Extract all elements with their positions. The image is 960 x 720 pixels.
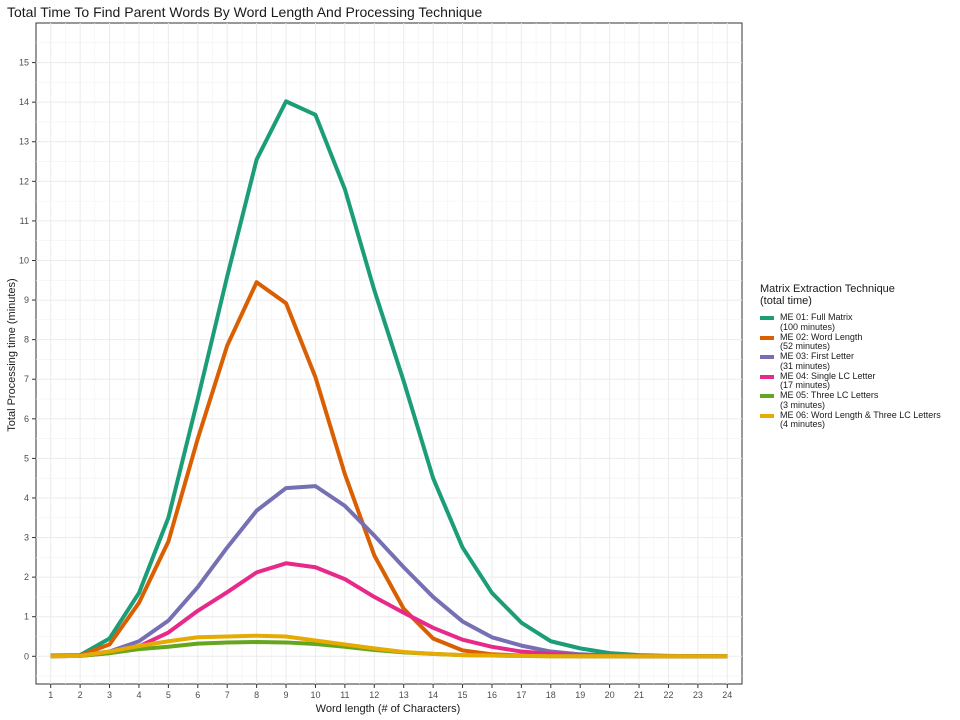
x-axis-label: Word length (# of Characters) bbox=[315, 703, 461, 715]
y-tick-label: 7 bbox=[24, 374, 29, 384]
y-tick-label: 2 bbox=[24, 572, 29, 582]
x-tick-label: 24 bbox=[722, 690, 732, 700]
y-tick-label: 9 bbox=[24, 295, 29, 305]
series-lines bbox=[50, 99, 728, 659]
x-tick-label: 10 bbox=[310, 690, 320, 700]
legend-label: ME 05: Three LC Letters (3 minutes) bbox=[780, 390, 879, 410]
x-tick-label: 18 bbox=[546, 690, 556, 700]
y-tick-label: 14 bbox=[19, 97, 29, 107]
legend-swatch bbox=[760, 374, 774, 379]
x-tick-label: 23 bbox=[693, 690, 703, 700]
y-tick-label: 15 bbox=[19, 58, 29, 68]
y-tick-label: 13 bbox=[19, 137, 29, 147]
legend-item: ME 01: Full Matrix (100 minutes) bbox=[760, 312, 958, 333]
y-axis-label: Total Processing time (minutes) bbox=[6, 278, 18, 432]
x-tick-label: 16 bbox=[487, 690, 497, 700]
series-line-1 bbox=[50, 99, 728, 659]
legend-item: ME 04: Single LC Letter (17 minutes) bbox=[760, 370, 958, 392]
series-line-6 bbox=[50, 633, 728, 659]
y-tick-label: 8 bbox=[24, 335, 29, 345]
legend-label: ME 02: Word Length (52 minutes) bbox=[780, 331, 863, 352]
y-tick-label: 6 bbox=[24, 414, 29, 424]
x-tick-label: 5 bbox=[166, 690, 171, 700]
legend-items: ME 01: Full Matrix (100 minutes) ME 02: W… bbox=[760, 312, 958, 431]
x-tick-label: 4 bbox=[136, 690, 141, 700]
x-tick-label: 6 bbox=[195, 690, 200, 700]
legend-item: ME 03: First Letter (31 minutes) bbox=[760, 351, 958, 372]
legend-swatch bbox=[760, 394, 774, 399]
y-tick-label: 0 bbox=[24, 651, 29, 661]
x-tick-label: 2 bbox=[78, 690, 83, 700]
legend-label: ME 04: Single LC Letter (17 minutes) bbox=[780, 370, 876, 391]
x-tick-label: 20 bbox=[605, 690, 615, 700]
legend-swatch bbox=[760, 413, 774, 418]
x-tick-label: 9 bbox=[284, 690, 289, 700]
legend-swatch bbox=[760, 355, 774, 360]
legend-item: ME 06: Word Length & Three LC Letters (4… bbox=[760, 409, 958, 431]
legend: Matrix Extraction Technique (total time)… bbox=[760, 283, 958, 431]
x-tick-label: 17 bbox=[516, 690, 526, 700]
chart-title: Total Time To Find Parent Words By Word … bbox=[7, 4, 483, 20]
y-tick-label: 12 bbox=[19, 176, 29, 186]
y-tick-label: 5 bbox=[24, 453, 29, 463]
legend-label: ME 06: Word Length & Three LC Letters (4… bbox=[780, 409, 941, 430]
x-tick-label: 3 bbox=[107, 690, 112, 700]
x-tick-label: 21 bbox=[634, 690, 644, 700]
x-tick-label: 8 bbox=[254, 690, 259, 700]
x-tick-label: 19 bbox=[575, 690, 585, 700]
y-tick-label: 4 bbox=[24, 493, 29, 503]
legend-swatch bbox=[760, 316, 774, 320]
legend-item: ME 05: Three LC Letters (3 minutes) bbox=[760, 391, 958, 411]
y-tick-label: 1 bbox=[24, 612, 29, 622]
x-tick-label: 14 bbox=[428, 690, 438, 700]
legend-label: ME 03: First Letter (31 minutes) bbox=[780, 351, 855, 371]
x-tick-label: 7 bbox=[225, 690, 230, 700]
legend-item: ME 02: Word Length (52 minutes) bbox=[760, 331, 958, 353]
x-tick-label: 15 bbox=[458, 690, 468, 700]
y-tick-label: 10 bbox=[19, 255, 29, 265]
y-tick-label: 11 bbox=[20, 216, 29, 226]
legend-title: Matrix Extraction Technique (total time) bbox=[760, 283, 895, 307]
x-tick-label: 13 bbox=[399, 690, 409, 700]
x-tick-label: 22 bbox=[663, 690, 673, 700]
x-tick-label: 12 bbox=[369, 690, 379, 700]
legend-label: ME 01: Full Matrix (100 minutes) bbox=[780, 312, 853, 332]
y-tick-label: 3 bbox=[24, 533, 29, 543]
legend-swatch bbox=[760, 335, 774, 340]
x-tick-label: 11 bbox=[340, 690, 349, 700]
x-axis-ticks: 1 2 3 4 5 6 7 8 9 10 11 12 13 14 15 16 17 18 19 20 21 22 23 24 bbox=[48, 684, 732, 700]
x-tick-label: 1 bbox=[48, 690, 53, 700]
